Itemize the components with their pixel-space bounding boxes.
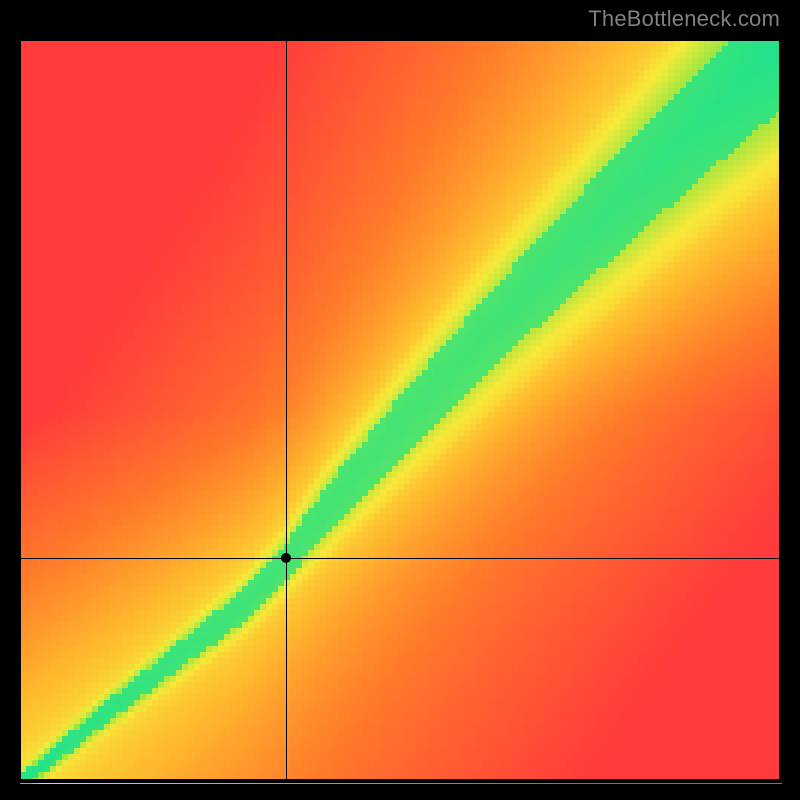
watermark-text: TheBottleneck.com <box>588 6 780 32</box>
chart-container: TheBottleneck.com <box>0 0 800 800</box>
heatmap-canvas <box>0 0 800 800</box>
